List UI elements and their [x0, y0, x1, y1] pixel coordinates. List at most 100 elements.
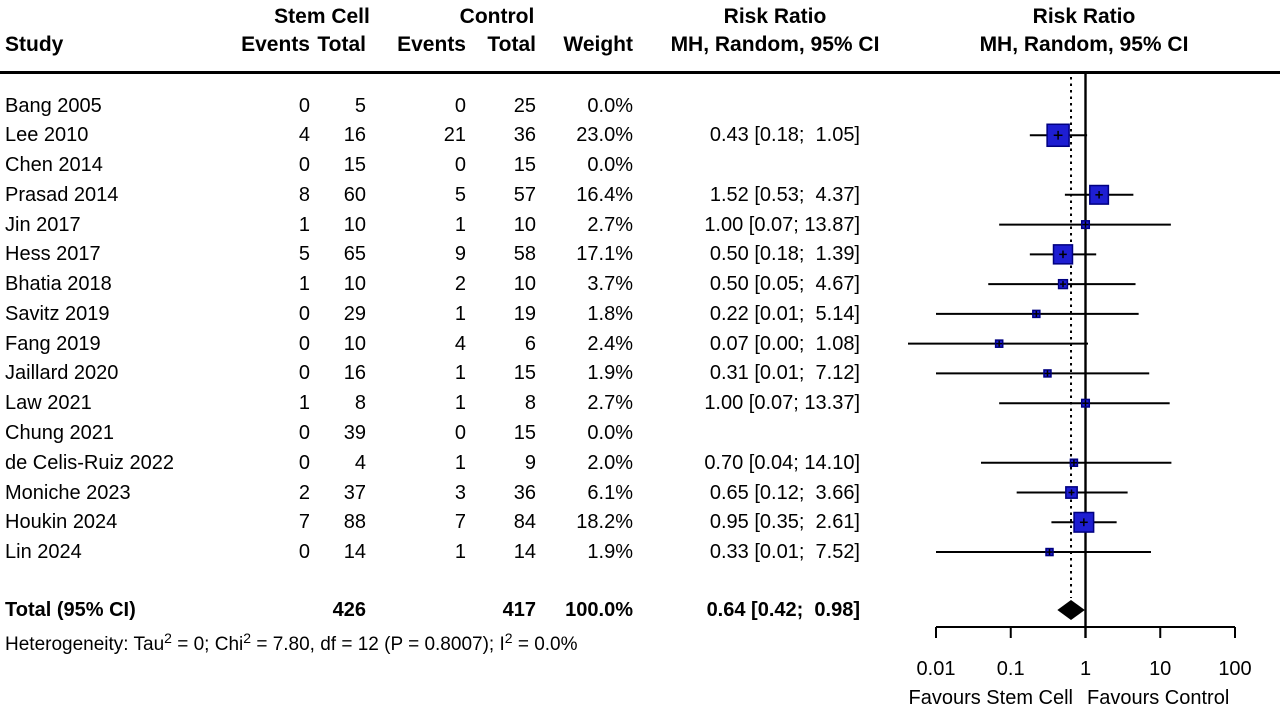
study-name: de Celis-Ruiz 2022 [5, 451, 174, 474]
rr-ci-value: 0.50 [0.18; 1.39] [709, 243, 860, 266]
control-events-header: Events [397, 33, 466, 56]
control-events-value: 1 [454, 392, 466, 415]
control-total-value: 58 [513, 243, 536, 266]
total-stem-total: 426 [332, 599, 366, 621]
stem-events-value: 1 [298, 213, 310, 236]
het-seg: = 7.80, df = 12 (P = 0.8007); I [251, 634, 505, 655]
control-events-value: 4 [454, 332, 466, 355]
stem-events-value: 0 [298, 302, 310, 325]
rr-ci-value: 0.22 [0.01; 5.14] [709, 302, 860, 325]
control-total-value: 10 [513, 213, 536, 236]
total-label: Total (95% CI) [5, 599, 136, 621]
total-row: Total (95% CI) 426 417 100.0% 0.64 [0.42… [0, 595, 1280, 625]
weight-value: 1.8% [587, 302, 633, 325]
control-events-value: 5 [454, 183, 466, 206]
weight-value: 0.0% [587, 421, 633, 444]
favours-control-label: Favours Control [1087, 687, 1230, 709]
het-superscript: 2 [164, 630, 172, 646]
stem-total-value: 16 [343, 124, 366, 147]
weight-value: 2.7% [587, 392, 633, 415]
stem-total-value: 37 [343, 481, 366, 504]
weight-value: 0.0% [587, 154, 633, 177]
control-events-value: 0 [454, 154, 466, 177]
stem-total-value: 15 [343, 154, 366, 177]
control-total-value: 15 [513, 421, 536, 444]
study-name: Houkin 2024 [5, 511, 118, 534]
study-name: Lin 2024 [5, 541, 82, 564]
control-group-header: Control [459, 5, 535, 28]
het-seg: = 0; Chi [171, 634, 244, 655]
weight-value: 0.0% [587, 94, 633, 117]
table-row: Houkin 2024 7 88 7 84 18.2% 0.95 [0.35; … [0, 507, 1280, 537]
weight-value: 2.0% [587, 451, 633, 474]
table-row: Chung 2021 0 39 0 15 0.0% [0, 418, 1280, 448]
table-row: Law 2021 1 8 1 8 2.7% 1.00 [0.07; 13.37] [0, 388, 1280, 418]
rr-ci-value: 0.95 [0.35; 2.61] [709, 511, 860, 534]
stem-events-value: 0 [298, 421, 310, 444]
control-total-value: 25 [513, 94, 536, 117]
stem-total-value: 10 [343, 332, 366, 355]
rr-ci-value: 0.65 [0.12; 3.66] [709, 481, 860, 504]
rr-ci-value: 0.31 [0.01; 7.12] [709, 362, 860, 385]
weight-value: 2.7% [587, 213, 633, 236]
stem-total-value: 65 [343, 243, 366, 266]
table-row: Hess 2017 5 65 9 58 17.1% 0.50 [0.18; 1.… [0, 239, 1280, 269]
stem-events-value: 1 [298, 273, 310, 296]
rr-ci-value: 1.00 [0.07; 13.87] [704, 213, 860, 236]
stem-events-value: 5 [298, 243, 310, 266]
study-name: Savitz 2019 [5, 302, 110, 325]
table-row: Savitz 2019 0 29 1 19 1.8% 0.22 [0.01; 5… [0, 299, 1280, 329]
total-weight: 100.0% [565, 599, 633, 621]
control-events-value: 2 [454, 273, 466, 296]
stem-events-value: 8 [298, 183, 310, 206]
weight-value: 1.9% [587, 362, 633, 385]
stem-events-value: 1 [298, 392, 310, 415]
study-name: Jin 2017 [5, 213, 81, 236]
weight-value: 18.2% [576, 511, 633, 534]
control-events-value: 0 [454, 421, 466, 444]
rr-ci-value: 0.43 [0.18; 1.05] [709, 124, 860, 147]
stem-total-value: 60 [343, 183, 366, 206]
table-row: Lin 2024 0 14 1 14 1.9% 0.33 [0.01; 7.52… [0, 537, 1280, 567]
table-row: Fang 2019 0 10 4 6 2.4% 0.07 [0.00; 1.08… [0, 329, 1280, 359]
weight-value: 6.1% [587, 481, 633, 504]
control-events-value: 1 [454, 541, 466, 564]
het-seg: Heterogeneity: Tau [5, 634, 165, 655]
control-events-value: 1 [454, 451, 466, 474]
table-row: Moniche 2023 2 37 3 36 6.1% 0.65 [0.12; … [0, 478, 1280, 508]
stem-events-value: 0 [298, 154, 310, 177]
axis-tick-0.1: 0.1 [996, 658, 1025, 680]
study-name: Jaillard 2020 [5, 362, 119, 385]
control-events-value: 21 [443, 124, 466, 147]
table-row: Jaillard 2020 0 16 1 15 1.9% 0.31 [0.01;… [0, 358, 1280, 388]
study-name: Chen 2014 [5, 154, 103, 177]
het-superscript: 2 [243, 630, 252, 646]
control-events-value: 7 [454, 511, 466, 534]
header-divider-rule [0, 71, 1280, 74]
rr-ci-value: 1.52 [0.53; 4.37] [709, 183, 860, 206]
control-total-value: 10 [513, 273, 536, 296]
control-total-value: 36 [513, 124, 536, 147]
rr-ci-value: 0.33 [0.01; 7.52] [709, 541, 860, 564]
study-name: Chung 2021 [5, 421, 114, 444]
control-total-header: Total [487, 33, 536, 56]
control-total-value: 84 [513, 511, 536, 534]
table-row: Lee 2010 4 16 21 36 23.0% 0.43 [0.18; 1.… [0, 120, 1280, 150]
risk-ratio-plot-header: Risk Ratio [1032, 5, 1136, 28]
weight-value: 17.1% [576, 243, 633, 266]
study-name: Bang 2005 [5, 94, 102, 117]
table-row: Bhatia 2018 1 10 2 10 3.7% 0.50 [0.05; 4… [0, 269, 1280, 299]
risk-ratio-text-header: Risk Ratio [723, 5, 827, 28]
favours-stem-cell-label: Favours Stem Cell [908, 687, 1074, 709]
control-events-value: 3 [454, 481, 466, 504]
control-total-value: 14 [513, 541, 536, 564]
het-superscript: 2 [504, 630, 513, 646]
control-total-value: 6 [524, 332, 536, 355]
control-total-value: 57 [513, 183, 536, 206]
control-events-value: 1 [454, 213, 466, 236]
stem-total-value: 10 [343, 273, 366, 296]
axis-tick-0.01: 0.01 [916, 658, 956, 680]
study-name: Moniche 2023 [5, 481, 131, 504]
stem-cell-group-header: Stem Cell [274, 5, 370, 28]
rr-ci-value: 0.50 [0.05; 4.67] [709, 273, 860, 296]
